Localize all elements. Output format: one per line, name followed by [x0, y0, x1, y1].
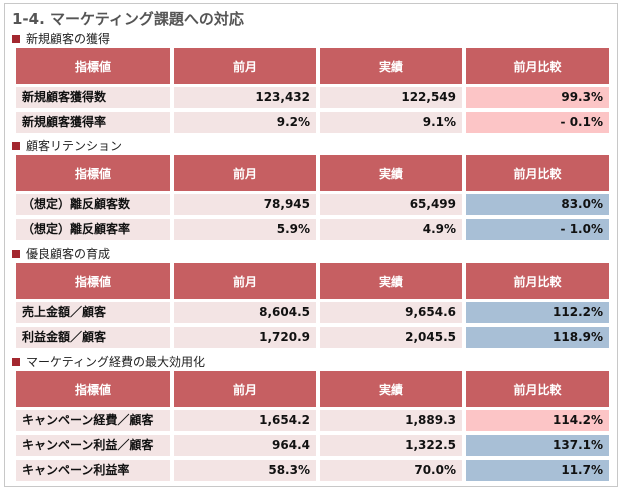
- compare-cell: - 1.0%: [466, 219, 609, 240]
- section-title-text: 優良顧客の育成: [26, 247, 111, 261]
- header-indicator: 指標値: [16, 48, 170, 84]
- actual-cell: 2,045.5: [320, 327, 462, 348]
- compare-cell: - 0.1%: [466, 112, 609, 133]
- prev-cell: 8,604.5: [174, 302, 316, 323]
- header-prev-month: 前月: [174, 155, 316, 191]
- header-actual: 実績: [320, 155, 462, 191]
- header-prev-month: 前月: [174, 263, 316, 299]
- actual-cell: 9.1%: [320, 112, 462, 133]
- header-comparison: 前月比較: [466, 155, 609, 191]
- compare-cell: 137.1%: [466, 435, 609, 456]
- header-comparison: 前月比較: [466, 48, 609, 84]
- section-title: 顧客リテンション: [12, 139, 122, 153]
- header-comparison: 前月比較: [466, 263, 609, 299]
- compare-cell: 118.9%: [466, 327, 609, 348]
- compare-cell: 83.0%: [466, 194, 609, 215]
- actual-cell: 1,322.5: [320, 435, 462, 456]
- actual-cell: 122,549: [320, 87, 462, 108]
- label-cell: キャンペーン経費／顧客: [16, 410, 170, 431]
- prev-cell: 1,720.9: [174, 327, 316, 348]
- header-indicator: 指標値: [16, 371, 170, 407]
- actual-cell: 65,499: [320, 194, 462, 215]
- section-title: 新規顧客の獲得: [12, 32, 110, 46]
- label-cell: 新規顧客獲得率: [16, 112, 170, 133]
- bullet-square-icon: [12, 35, 20, 43]
- actual-cell: 4.9%: [320, 219, 462, 240]
- header-prev-month: 前月: [174, 48, 316, 84]
- section-title-text: 顧客リテンション: [26, 139, 123, 153]
- section-title: 優良顧客の育成: [12, 247, 110, 261]
- prev-cell: 5.9%: [174, 219, 316, 240]
- prev-cell: 123,432: [174, 87, 316, 108]
- actual-cell: 70.0%: [320, 460, 462, 481]
- prev-cell: 9.2%: [174, 112, 316, 133]
- compare-cell: 112.2%: [466, 302, 609, 323]
- compare-cell: 114.2%: [466, 410, 609, 431]
- prev-cell: 1,654.2: [174, 410, 316, 431]
- label-cell: キャンペーン利益率: [16, 460, 170, 481]
- label-cell: （想定）離反顧客率: [16, 219, 170, 240]
- header-actual: 実績: [320, 263, 462, 299]
- bullet-square-icon: [12, 142, 20, 150]
- page-title: 1-4. マーケティング課題への対応: [12, 10, 244, 28]
- actual-cell: 1,889.3: [320, 410, 462, 431]
- prev-cell: 964.4: [174, 435, 316, 456]
- bullet-square-icon: [12, 358, 20, 366]
- header-indicator: 指標値: [16, 263, 170, 299]
- header-prev-month: 前月: [174, 371, 316, 407]
- compare-cell: 11.7%: [466, 460, 609, 481]
- header-indicator: 指標値: [16, 155, 170, 191]
- header-comparison: 前月比較: [466, 371, 609, 407]
- section-title: マーケティング経費の最大効用化: [12, 355, 205, 369]
- actual-cell: 9,654.6: [320, 302, 462, 323]
- label-cell: 売上金額／顧客: [16, 302, 170, 323]
- header-actual: 実績: [320, 371, 462, 407]
- prev-cell: 58.3%: [174, 460, 316, 481]
- label-cell: 利益金額／顧客: [16, 327, 170, 348]
- section-title-text: マーケティング経費の最大効用化: [26, 355, 206, 369]
- compare-cell: 99.3%: [466, 87, 609, 108]
- label-cell: キャンペーン利益／顧客: [16, 435, 170, 456]
- section-title-text: 新規顧客の獲得: [26, 32, 111, 46]
- bullet-square-icon: [12, 250, 20, 258]
- label-cell: （想定）離反顧客数: [16, 194, 170, 215]
- label-cell: 新規顧客獲得数: [16, 87, 170, 108]
- prev-cell: 78,945: [174, 194, 316, 215]
- header-actual: 実績: [320, 48, 462, 84]
